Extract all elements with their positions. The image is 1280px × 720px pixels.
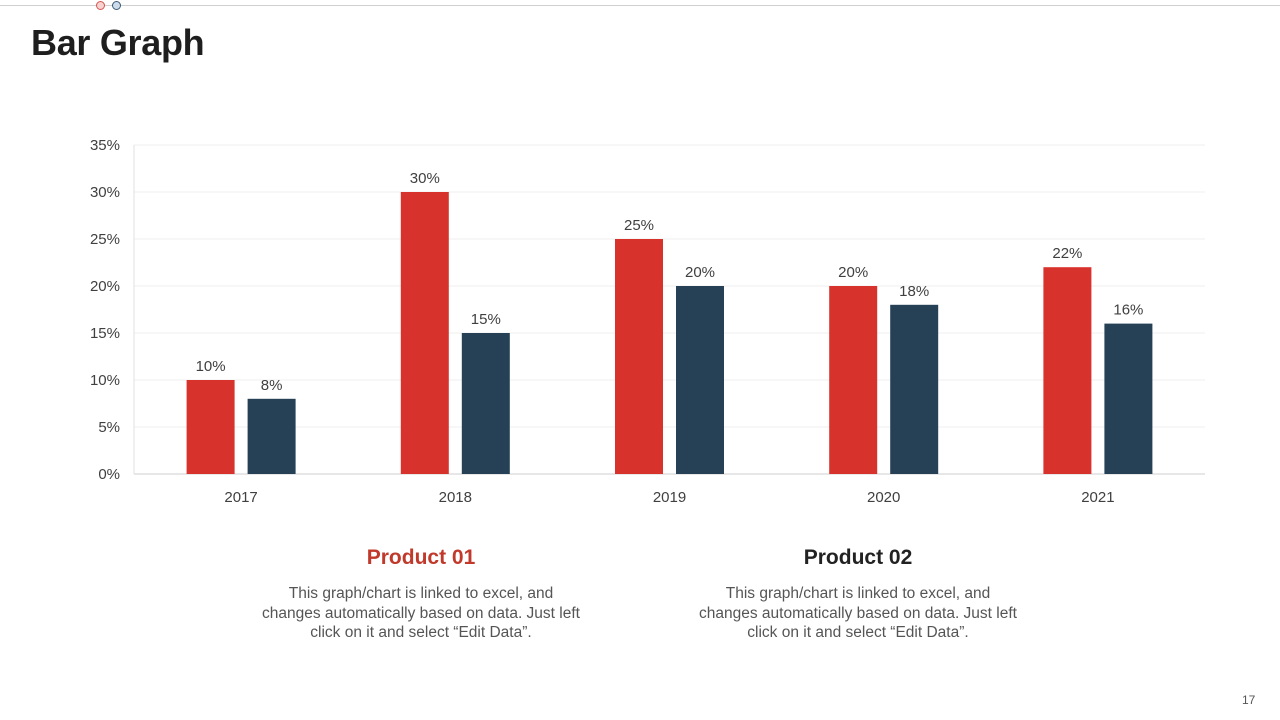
- y-tick-label: 20%: [90, 278, 120, 295]
- slide-title: Bar Graph: [31, 22, 205, 63]
- data-label: 20%: [838, 264, 868, 281]
- x-axis: 2017 2018 2019 2020 2021: [224, 489, 1114, 506]
- y-tick-label: 0%: [98, 466, 120, 483]
- legend-product-01-title: Product 01: [366, 546, 476, 569]
- legend-product-02-title: Product 02: [803, 546, 913, 569]
- top-rule: [0, 5, 1280, 6]
- y-tick-label: 10%: [90, 372, 120, 389]
- x-tick-label: 2020: [867, 489, 900, 506]
- bar-2-2017: [247, 398, 296, 474]
- x-tick-label: 2021: [1081, 489, 1114, 506]
- chart-data-labels: 10% 8% 30% 15% 25% 20% 20% 18% 22% 16%: [196, 170, 1144, 394]
- bar-2-2018: [461, 333, 510, 474]
- legend-product-01-description: This graph/chart is linked to excel, and…: [262, 585, 580, 641]
- legend-product-02-description: This graph/chart is linked to excel, and…: [699, 585, 1017, 641]
- bar-2-2021: [1104, 323, 1153, 474]
- y-tick-label: 35%: [90, 137, 120, 154]
- chart-bars: [186, 192, 1153, 474]
- data-label: 8%: [261, 377, 283, 394]
- y-tick-label: 15%: [90, 325, 120, 342]
- bar-1-2018: [400, 192, 449, 474]
- y-tick-label: 30%: [90, 184, 120, 201]
- bar-1-2019: [615, 239, 663, 474]
- bar-1-2020: [829, 286, 878, 474]
- bar-2-2020: [890, 304, 939, 474]
- legend-product-02: Product 02 This graph/chart is linked to…: [693, 546, 1023, 643]
- x-tick-label: 2018: [439, 489, 472, 506]
- bar-1-2017: [186, 380, 235, 474]
- legend-product-01: Product 01 This graph/chart is linked to…: [256, 546, 586, 643]
- page-number: 17: [1242, 693, 1256, 707]
- y-axis: 0% 5% 10% 15% 20% 25% 30% 35%: [90, 137, 120, 483]
- bar-1-2021: [1043, 267, 1092, 474]
- chart-gridlines: [133, 144, 1205, 475]
- y-tick-label: 25%: [90, 231, 120, 248]
- data-label: 25%: [624, 217, 654, 234]
- bar-2-2019: [676, 286, 724, 474]
- data-label: 15%: [471, 311, 501, 328]
- data-label: 18%: [899, 283, 929, 300]
- data-label: 22%: [1052, 245, 1082, 262]
- data-label: 30%: [410, 170, 440, 187]
- data-label: 20%: [685, 264, 715, 281]
- decor-dot-red: [96, 1, 105, 10]
- y-tick-label: 5%: [98, 419, 120, 436]
- data-label: 10%: [196, 358, 226, 375]
- decor-dot-blue: [112, 1, 121, 10]
- data-label: 16%: [1113, 302, 1143, 319]
- x-tick-label: 2017: [224, 489, 257, 506]
- x-tick-label: 2019: [653, 489, 686, 506]
